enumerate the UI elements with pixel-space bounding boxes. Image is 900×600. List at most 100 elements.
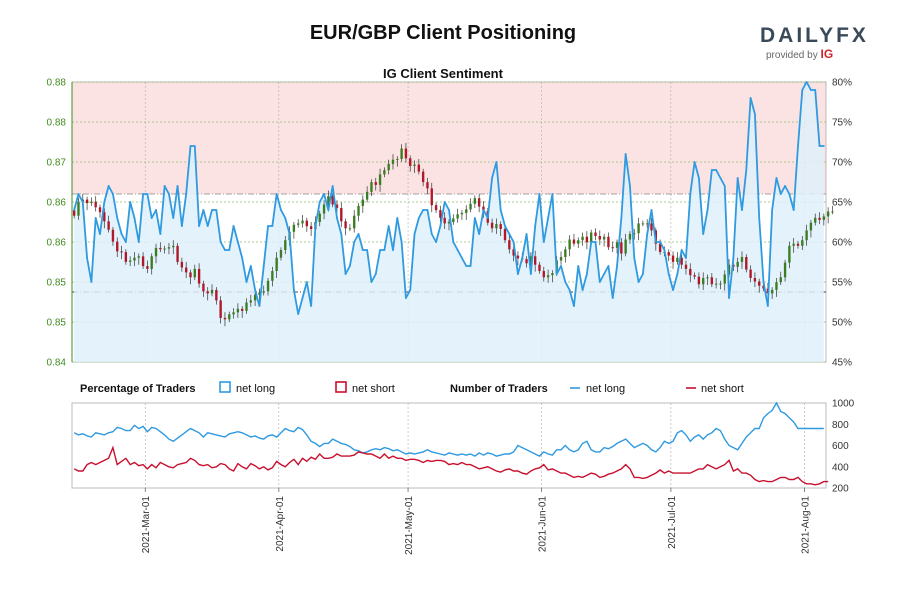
count-axis: 200 400 600 800 1000 <box>832 399 855 495</box>
candle-body <box>206 291 209 294</box>
candle-body <box>215 289 218 301</box>
candle-body <box>826 211 830 217</box>
net-long-line-segment <box>176 185 183 227</box>
net-long-line-segment <box>258 265 265 307</box>
legend-num-header: Number of Traders <box>450 383 548 395</box>
candle-body <box>564 249 567 257</box>
candle-body <box>322 204 326 214</box>
net-long-line-segment <box>301 281 308 299</box>
net-long-line-segment <box>435 225 442 243</box>
net-long-line-segment <box>577 265 584 291</box>
candle-body <box>525 259 528 264</box>
date-tick-label: 2021-Jul-01 <box>667 496 678 549</box>
net-long-line-segment <box>396 217 403 243</box>
candle-body <box>430 188 433 206</box>
net-long-line-segment <box>327 185 334 211</box>
net-long-line-segment <box>112 193 119 219</box>
net-long-line-segment <box>534 193 541 227</box>
candle-body <box>443 217 446 224</box>
candle-body <box>676 257 679 262</box>
candle-body <box>374 182 377 185</box>
candle-body <box>172 245 175 248</box>
price-tick-label: 0.85 <box>47 318 67 329</box>
net-long-line-segment <box>370 273 377 283</box>
net-long-line-segment <box>659 241 666 251</box>
net-long-line-segment <box>185 145 192 195</box>
net-long-line-segment <box>366 249 373 283</box>
date-axis: 2021-Mar-01 2021-Apr-01 2021-May-01 2021-Ju… <box>141 488 811 555</box>
net-long-line-segment <box>456 249 463 259</box>
chart-subtitle: IG Client Sentiment <box>383 66 504 81</box>
net-long-line-segment <box>611 265 618 299</box>
trader-count-lines <box>73 401 829 486</box>
net-long-line-segment <box>508 233 515 243</box>
net-long-line-segment <box>180 193 188 227</box>
candle-body <box>327 196 330 205</box>
price-tick-label: 0.88 <box>47 118 67 129</box>
candle-body <box>796 243 800 246</box>
candle-body <box>284 240 287 250</box>
net-long-line-segment <box>448 209 455 243</box>
net-long-line-segment <box>616 217 623 267</box>
candle-body <box>72 210 76 216</box>
sentiment-lines <box>73 81 825 315</box>
candle-body <box>344 221 347 229</box>
candle-body <box>706 277 709 279</box>
legend: Percentage of Traders net long net short… <box>80 381 744 395</box>
candle-body <box>508 240 511 250</box>
net-long-line-segment <box>564 281 571 291</box>
net-long-line-segment <box>594 241 601 283</box>
candle-body <box>702 278 705 285</box>
candle-body <box>633 233 636 235</box>
net-long-line-segment <box>202 209 209 227</box>
net-long-line-segment <box>405 289 412 299</box>
price-candles <box>72 142 834 327</box>
net-long-line-segment <box>241 257 248 283</box>
net-long-line-segment <box>667 273 674 291</box>
net-long-line-segment <box>629 185 636 259</box>
candle-body <box>348 228 352 230</box>
candle-body <box>146 266 149 269</box>
count-tick-label: 800 <box>832 420 849 431</box>
count-tick-label: 200 <box>832 484 849 495</box>
candle-body <box>758 281 761 286</box>
net-long-line-segment <box>284 217 291 235</box>
candle-body <box>292 224 296 232</box>
net-long-line-segment <box>461 257 468 267</box>
bottom-panel-frame <box>71 402 827 489</box>
net-long-line-segment <box>585 241 593 275</box>
candle-body <box>693 275 696 277</box>
candle-body <box>805 230 808 241</box>
date-tick-label: 2021-Apr-01 <box>275 496 286 552</box>
candle-body <box>159 247 162 250</box>
candle-body <box>533 256 537 265</box>
candle-body <box>361 199 365 206</box>
net-long-line-segment <box>124 201 132 243</box>
candle-body <box>297 223 300 225</box>
net-long-line-segment <box>323 193 330 211</box>
date-tick-label: 2021-Mar-01 <box>141 496 152 554</box>
net-long-line-segment <box>133 217 140 243</box>
candle-body <box>413 164 416 166</box>
candle-body <box>301 220 304 224</box>
net-long-line-segment <box>417 209 425 219</box>
upper-band <box>72 82 826 194</box>
candle-body <box>77 201 80 216</box>
candle-body <box>818 217 821 220</box>
net-long-line-segment <box>206 209 213 227</box>
net-long-line-segment <box>314 201 321 227</box>
candle-body <box>723 274 726 284</box>
net-long-line-segment <box>413 217 420 235</box>
net-long-line-segment <box>598 273 606 283</box>
candle-body <box>279 250 283 258</box>
date-tick-label: 2021-Aug-01 <box>800 496 811 554</box>
net-long-line-segment <box>646 209 653 235</box>
candle-body <box>210 289 214 294</box>
net-long-line-segment <box>150 209 157 219</box>
candle-body <box>546 275 550 278</box>
net-long-line-segment <box>280 209 287 219</box>
candle-body <box>607 236 610 248</box>
candle-body <box>482 206 485 211</box>
candle-body <box>490 222 494 229</box>
ig-logo-icon: IG <box>820 47 834 61</box>
